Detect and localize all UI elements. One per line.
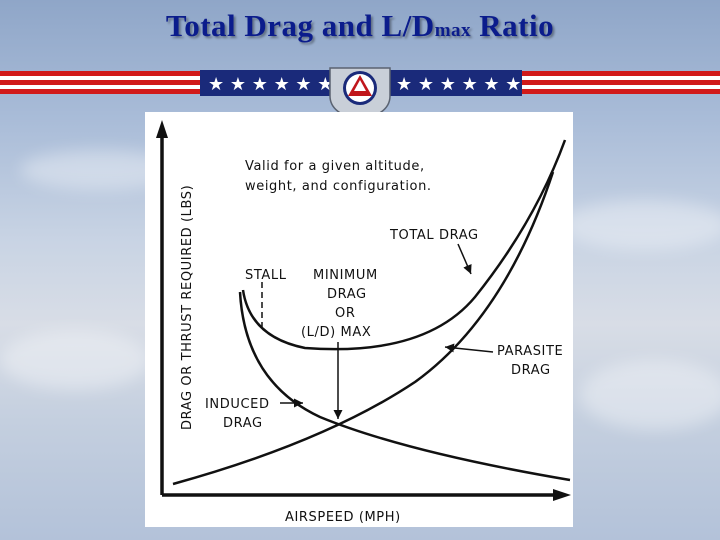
cloud xyxy=(0,330,150,390)
parasite-drag-curve xyxy=(172,171,555,486)
title-end: Ratio xyxy=(471,8,555,43)
cloud xyxy=(580,360,720,430)
y-axis-label: DRAG OR THRUST REQUIRED (LBS) xyxy=(180,185,195,430)
svg-text:★ ★ ★ ★ ★ ★: ★ ★ ★ ★ ★ ★ xyxy=(208,74,333,95)
min-drag-label-4: (L/D) MAX xyxy=(301,325,371,340)
induced-drag-label-2: DRAG xyxy=(223,416,263,431)
x-axis-label: AIRSPEED (MPH) xyxy=(285,510,401,525)
slide-title: Total Drag and L/Dmax Ratio xyxy=(0,8,720,44)
note-line2: weight, and configuration. xyxy=(245,179,432,194)
induced-drag-curve xyxy=(238,291,571,482)
svg-text:★ ★ ★ ★ ★ ★: ★ ★ ★ ★ ★ ★ xyxy=(396,74,521,95)
total-drag-curve xyxy=(241,139,567,351)
drag-chart-panel: DRAG OR THRUST REQUIRED (LBS) AIRSPEED (… xyxy=(145,112,573,527)
note-line1: Valid for a given altitude, xyxy=(245,159,425,174)
star-icons: ★ ★ ★ ★ ★ ★ ★ ★ ★ ★ ★ ★ xyxy=(208,74,521,95)
parasite-drag-arrow xyxy=(444,343,494,353)
stall-label: STALL xyxy=(245,268,287,283)
induced-drag-label-1: INDUCED xyxy=(205,397,270,412)
cap-emblem-icon xyxy=(329,67,391,121)
parasite-drag-label-2: DRAG xyxy=(511,363,551,378)
cloud xyxy=(560,200,720,250)
total-drag-label: TOTAL DRAG xyxy=(389,228,479,243)
min-drag-label-2: DRAG xyxy=(327,287,367,302)
x-axis-arrow xyxy=(553,489,571,501)
title-main: Total Drag and L/D xyxy=(165,8,435,43)
min-drag-label-3: OR xyxy=(335,306,355,321)
y-axis-arrow xyxy=(156,120,168,138)
parasite-drag-label-1: PARASITE xyxy=(497,344,563,359)
min-drag-label-1: MINIMUM xyxy=(313,268,378,283)
stripe-banner: ★ ★ ★ ★ ★ ★ ★ ★ ★ ★ ★ ★ xyxy=(0,67,720,121)
title-subscript: max xyxy=(434,20,472,41)
total-drag-arrow xyxy=(457,243,472,275)
